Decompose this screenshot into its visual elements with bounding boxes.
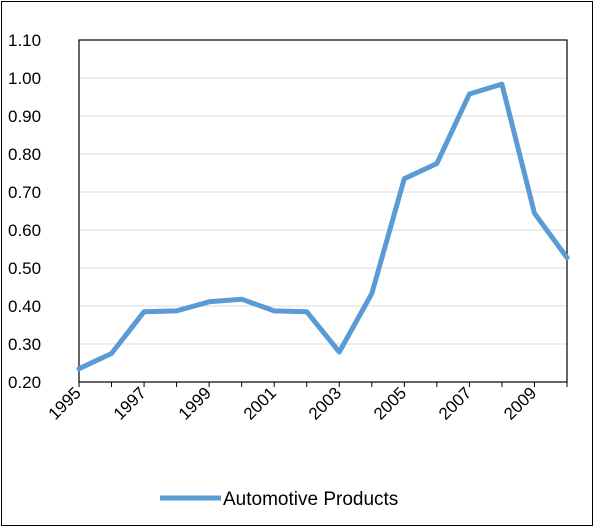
y-tick-label: 1.10 — [8, 31, 41, 50]
x-tick-label: 2009 — [500, 383, 540, 423]
y-tick-label: 0.20 — [8, 373, 41, 392]
y-axis-tick-labels: 0.20 0.30 0.40 0.50 0.60 0.70 0.80 0.90 1.00 1.10 — [8, 31, 41, 392]
x-tick-label: 2003 — [305, 383, 345, 423]
y-tick-label: 0.40 — [8, 297, 41, 316]
y-tick-label: 0.80 — [8, 145, 41, 164]
legend: Automotive Products — [160, 489, 398, 510]
y-tick-label: 0.50 — [8, 259, 41, 278]
y-tick-label: 0.30 — [8, 335, 41, 354]
y-tick-label: 1.00 — [8, 69, 41, 88]
series-line-automotive-products — [76, 81, 570, 372]
series-lines — [76, 81, 570, 372]
x-tick-label: 1995 — [45, 383, 85, 423]
x-tick-label: 1997 — [110, 383, 150, 423]
x-axis-ticks: 1995 1997 1999 2001 2003 2005 2007 2009 — [45, 382, 568, 424]
y-tick-label: 0.90 — [8, 107, 41, 126]
y-tick-label: 0.60 — [8, 221, 41, 240]
x-tick-label: 2005 — [370, 383, 410, 423]
plot-area — [78, 39, 568, 383]
x-tick-label: 2007 — [435, 383, 475, 423]
x-tick-label: 2001 — [240, 383, 280, 423]
y-tick-label: 0.70 — [8, 183, 41, 202]
x-tick-label: 1999 — [175, 383, 215, 423]
legend-label-automotive-products: Automotive Products — [223, 489, 398, 510]
